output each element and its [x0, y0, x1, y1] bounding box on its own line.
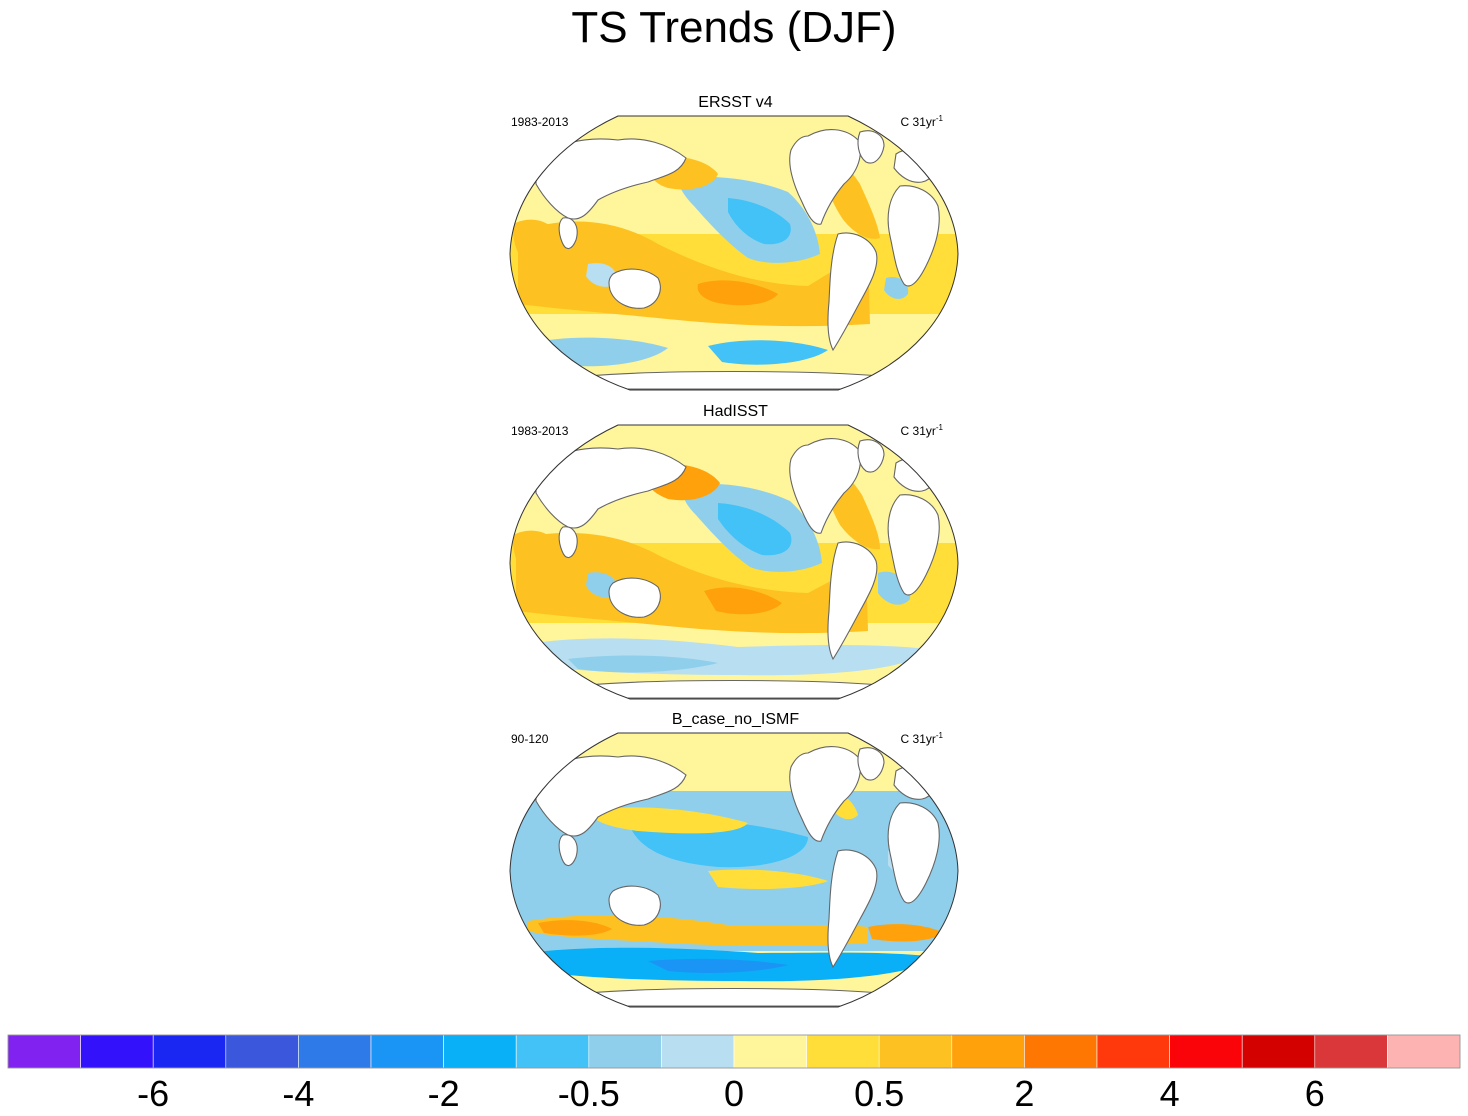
map-contour-region — [598, 733, 848, 753]
continent-antarctica-edge — [586, 370, 882, 390]
colorbar-swatch — [1024, 1034, 1098, 1069]
map-panel-b-case: B_case_no_ISMF 90-120 C 31yr-1 — [508, 711, 963, 1011]
map-contour-region — [884, 276, 909, 299]
map-panel-ersst: ERSST v4 1983-2013 C 31yr-1 — [508, 94, 963, 394]
continent-australia — [608, 885, 661, 926]
colorbar-swatch — [225, 1034, 299, 1069]
units-text: C 31yr — [900, 115, 936, 129]
colorbar-swatch — [878, 1034, 953, 1069]
map-contour-region — [512, 530, 560, 577]
colorbar-swatch — [806, 1034, 880, 1069]
colorbar-swatch — [1314, 1034, 1388, 1069]
colorbar-swatch — [733, 1034, 807, 1069]
colorbar-swatch — [298, 1034, 372, 1069]
map-contour-region — [598, 116, 848, 136]
colorbar-tick-label: -4 — [282, 1073, 315, 1114]
continent-greenland — [857, 130, 885, 164]
units-text: C 31yr — [900, 732, 936, 746]
map-contour-region — [704, 587, 782, 615]
map-contour-region — [697, 280, 778, 306]
map-contour-region — [868, 924, 944, 942]
panel-units: C 31yr-1 — [901, 112, 943, 129]
panel-period: 90-120 — [511, 732, 549, 746]
map-contour-region — [648, 958, 788, 973]
continent-australia — [608, 268, 661, 309]
map-contour-region — [528, 915, 868, 946]
map-contour-region — [588, 807, 748, 834]
panel-title: ERSST v4 — [698, 94, 773, 111]
map-plot — [509, 732, 959, 1008]
continent-india — [558, 834, 578, 867]
colorbar-tick-label: -0.5 — [557, 1073, 620, 1114]
map-contour-region — [516, 532, 868, 634]
continent-south-america — [827, 849, 878, 969]
map-field — [510, 116, 958, 390]
map-contour-region — [512, 219, 560, 266]
map-plot — [509, 424, 959, 700]
colorbar-swatch — [152, 1034, 227, 1069]
map-field — [510, 425, 958, 699]
page-title: TS Trends (DJF) — [571, 3, 897, 52]
colorbar-swatch — [1387, 1034, 1461, 1069]
continent-india — [558, 526, 578, 559]
map-contour-region — [598, 425, 848, 445]
colorbar-frame — [7, 1034, 1461, 1069]
map-outline — [509, 732, 959, 1008]
panel-period: 1983-2013 — [511, 424, 569, 438]
continent-antarctica-edge — [586, 679, 882, 699]
panel-units: C 31yr-1 — [901, 421, 943, 438]
continent-south-america — [827, 541, 878, 661]
colorbar-tick-label: 0.5 — [854, 1073, 905, 1114]
panel-units: C 31yr-1 — [901, 729, 943, 746]
colorbar-tick-label: -2 — [427, 1073, 460, 1114]
map-plot — [509, 115, 959, 391]
continent-africa — [887, 185, 940, 287]
units-exponent: -1 — [935, 423, 943, 432]
map-contour-region — [708, 869, 828, 889]
map-contour-region — [708, 340, 828, 365]
units-text: C 31yr — [900, 424, 936, 438]
map-contour-region — [728, 198, 791, 245]
map-panel-hadisst: HadISST 1983-2013 C 31yr-1 — [508, 403, 963, 703]
colorbar-tick-label: 2 — [1014, 1073, 1035, 1114]
map-outline — [509, 115, 959, 391]
continent-greenland — [857, 439, 885, 473]
colorbar-tick-label: 6 — [1304, 1073, 1325, 1114]
colorbar-swatch — [1241, 1034, 1316, 1069]
continent-south-america — [827, 232, 878, 352]
colorbar-swatch — [951, 1034, 1025, 1069]
colorbar-swatch — [1169, 1034, 1243, 1069]
continent-australia — [608, 577, 661, 618]
colorbar-swatch — [443, 1034, 517, 1069]
map-contour-region — [568, 655, 718, 673]
units-exponent: -1 — [935, 114, 943, 123]
colorbar-tick-label: -6 — [137, 1073, 170, 1114]
continent-greenland — [857, 747, 885, 781]
panel-title: B_case_no_ISMF — [671, 711, 800, 728]
colorbar-swatch — [370, 1034, 444, 1069]
continent-india — [558, 217, 578, 250]
panel-period: 1983-2013 — [511, 115, 569, 129]
colorbar-swatch — [661, 1034, 735, 1069]
map-contour-region — [718, 503, 792, 556]
units-exponent: -1 — [935, 731, 943, 740]
map-outline — [509, 424, 959, 700]
colorbar-tick-label: 0 — [723, 1073, 745, 1114]
colorbar-swatch — [1096, 1034, 1170, 1069]
continent-africa — [887, 802, 940, 904]
colorbar-swatch — [7, 1034, 81, 1069]
map-field — [510, 733, 958, 1007]
panel-title: HadISST — [703, 403, 768, 420]
colorbar-tick-label: 4 — [1159, 1073, 1180, 1114]
map-contour-region — [538, 920, 612, 936]
colorbar-swatch — [588, 1034, 662, 1069]
colorbar-swatch — [515, 1034, 590, 1069]
colorbar-swatch — [80, 1034, 154, 1069]
map-contour-region — [518, 221, 870, 327]
continent-africa — [887, 494, 940, 596]
continent-antarctica-edge — [586, 987, 882, 1007]
